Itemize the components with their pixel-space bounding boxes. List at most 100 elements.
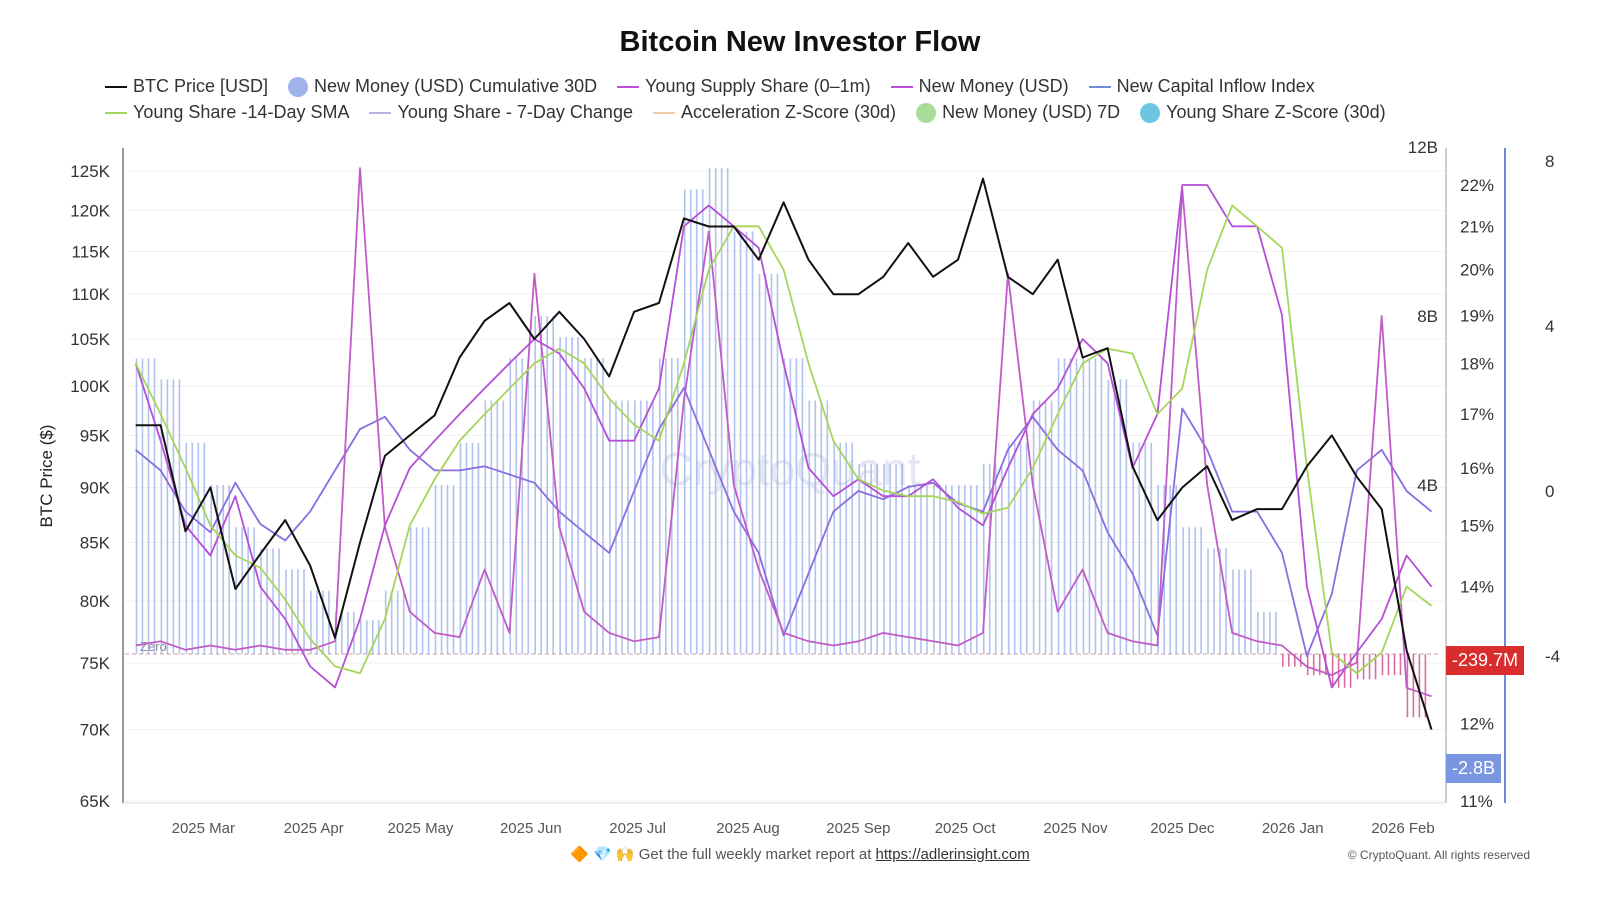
cumulative-30d-bar <box>789 358 792 654</box>
legend-item-btc-price-usd[interactable]: BTC Price [USD] <box>105 76 268 97</box>
cumulative-30d-bar <box>901 463 903 654</box>
cumulative-30d-bar <box>559 337 561 654</box>
cumulative-30d-bar <box>153 358 156 654</box>
cumulative-30d-bar <box>776 273 779 654</box>
legend-label: BTC Price [USD] <box>133 76 269 96</box>
cumulative-30d-bar <box>247 527 249 654</box>
cumulative-30d-bar <box>870 463 872 654</box>
legend-swatch <box>369 111 392 114</box>
x-tick-label: 2025 Apr <box>284 820 344 837</box>
cumulative-30d-bar <box>546 316 548 654</box>
cumulative-30d-bar <box>477 442 480 654</box>
legend-item-new-money-usd-cumulative-30d[interactable]: New Money (USD) Cumulative 30D <box>288 76 597 97</box>
cumulative-30d-bar <box>652 400 654 654</box>
cumulative-30d-bar <box>933 485 935 654</box>
cumulative-30d-bar <box>671 358 673 654</box>
legend-item-new-money-usd[interactable]: New Money (USD) <box>890 76 1069 97</box>
z-tick-label: -4 <box>1545 647 1560 666</box>
cumulative-30d-bar <box>427 527 430 654</box>
cumulative-30d-bar <box>222 485 225 654</box>
cumulative-30d-bar <box>895 463 897 654</box>
legend-label: Young Share Z-Score (30d) <box>1166 102 1386 122</box>
cumulative-30d-bar <box>964 485 966 654</box>
cumulative-30d-bar <box>1244 569 1246 654</box>
share-tick-label: 11% <box>1460 792 1493 811</box>
legend-item-young-supply-share-0-1m[interactable]: Young Supply Share (0–1m) <box>617 76 871 97</box>
cumulative-30d-bar <box>1282 654 1284 667</box>
cumulative-30d-bar <box>409 527 412 654</box>
cumulative-30d-bar <box>970 485 972 654</box>
cumulative-30d-bar <box>402 590 405 654</box>
share-tick-label: 19% <box>1460 306 1494 325</box>
cumulative-30d-bar <box>1107 379 1110 654</box>
cumulative-30d-bar <box>371 620 374 654</box>
cumulative-30d-bar <box>1100 358 1103 654</box>
cumulative-30d-bar <box>178 379 181 654</box>
cumulative-30d-bar <box>1318 654 1321 676</box>
cumulative-30d-bar <box>228 485 231 654</box>
cumulative-30d-bar <box>216 485 219 654</box>
cumulative-30d-bar <box>1050 400 1053 654</box>
legend-swatch <box>617 85 640 88</box>
cumulative-30d-bar <box>509 358 512 654</box>
report-link[interactable]: https://adlerinsight.com <box>875 846 1030 863</box>
y-tick-label: 90K <box>80 478 111 497</box>
cumulative-30d-bar <box>945 485 947 654</box>
cumulative-30d-bar <box>1000 463 1003 654</box>
cumulative-30d-bar <box>1075 358 1078 654</box>
z-tick-label: 8 <box>1545 152 1554 171</box>
cumulative-30d-bar <box>982 463 985 654</box>
cumulative-30d-bar <box>1381 654 1384 676</box>
cumulative-30d-bar <box>1424 654 1427 718</box>
cumulative-30d-bar <box>490 400 493 654</box>
legend-label: New Money (USD) Cumulative 30D <box>314 76 598 96</box>
cumulative-30d-bar <box>1356 654 1359 680</box>
y-tick-label: 95K <box>80 426 111 445</box>
cumulative-30d-bar <box>795 358 798 654</box>
y-tick-label: 115K <box>72 242 111 261</box>
x-tick-label: 2025 Jul <box>609 820 666 837</box>
cumulative-30d-bar <box>889 463 891 654</box>
cumulative-30d-bar <box>833 442 836 654</box>
cumulative-30d-bar <box>303 569 305 654</box>
cumulative-30d-bar <box>839 442 842 654</box>
legend-swatch <box>916 102 937 123</box>
cumulative-30d-bar <box>1269 611 1271 654</box>
footer-icons: 🔶 💎 🙌 <box>570 846 635 863</box>
legend-item-acceleration-z-score-30d[interactable]: Acceleration Z-Score (30d) <box>652 102 896 123</box>
cumulative-30d-bar <box>191 442 194 654</box>
cumulative-30d-bar <box>241 527 243 654</box>
cumulative-30d-bar <box>646 400 648 654</box>
cumulative-30d-bar <box>359 620 362 654</box>
series-line-young-supply-share-0-1m <box>134 184 1433 689</box>
cumulative-30d-bar <box>1132 442 1135 654</box>
cumulative-30d-bar <box>708 168 711 654</box>
cumulative-30d-bar <box>958 485 960 654</box>
cumulative-30d-bar <box>609 400 611 654</box>
cumulative-30d-bar <box>1082 358 1085 654</box>
cumulative-30d-bar <box>496 400 499 654</box>
cumulative-30d-bar <box>634 400 636 654</box>
cumulative-30d-bar <box>341 611 343 654</box>
cumulative-30d-bar <box>1157 485 1159 654</box>
legend-item-new-capital-inflow-index[interactable]: New Capital Inflow Index <box>1088 76 1315 97</box>
x-tick-label: 2025 May <box>388 820 454 837</box>
legend-item-young-share-z-score-30d[interactable]: Young Share Z-Score (30d) <box>1140 102 1386 123</box>
cumulative-30d-bar <box>908 485 910 654</box>
cumulative-30d-bar <box>976 485 978 654</box>
cumulative-30d-bar <box>452 485 455 654</box>
share-tick-label: 15% <box>1460 516 1494 535</box>
legend-item-young-share-14-day-sma[interactable]: Young Share -14-Day SMA <box>105 102 349 123</box>
series-line-new-money-usd <box>135 167 1432 698</box>
cumulative-30d-bar <box>1025 442 1028 654</box>
legend-item-new-money-usd-7d[interactable]: New Money (USD) 7D <box>916 102 1120 123</box>
cumulative-30d-bar <box>322 590 324 654</box>
cumulative-30d-bar <box>390 590 393 654</box>
legend-item-young-share-7-day-change[interactable]: Young Share - 7-Day Change <box>369 102 633 123</box>
cumulative-30d-bar <box>297 569 299 654</box>
cumulative-30d-bar <box>845 442 848 654</box>
legend-swatch <box>105 85 127 88</box>
x-tick-label: 2025 Oct <box>935 820 997 837</box>
legend-row-2: Young Share -14-Day SMA Young Share - 7-D… <box>105 102 1386 123</box>
cumulative-30d-bar <box>584 358 586 654</box>
